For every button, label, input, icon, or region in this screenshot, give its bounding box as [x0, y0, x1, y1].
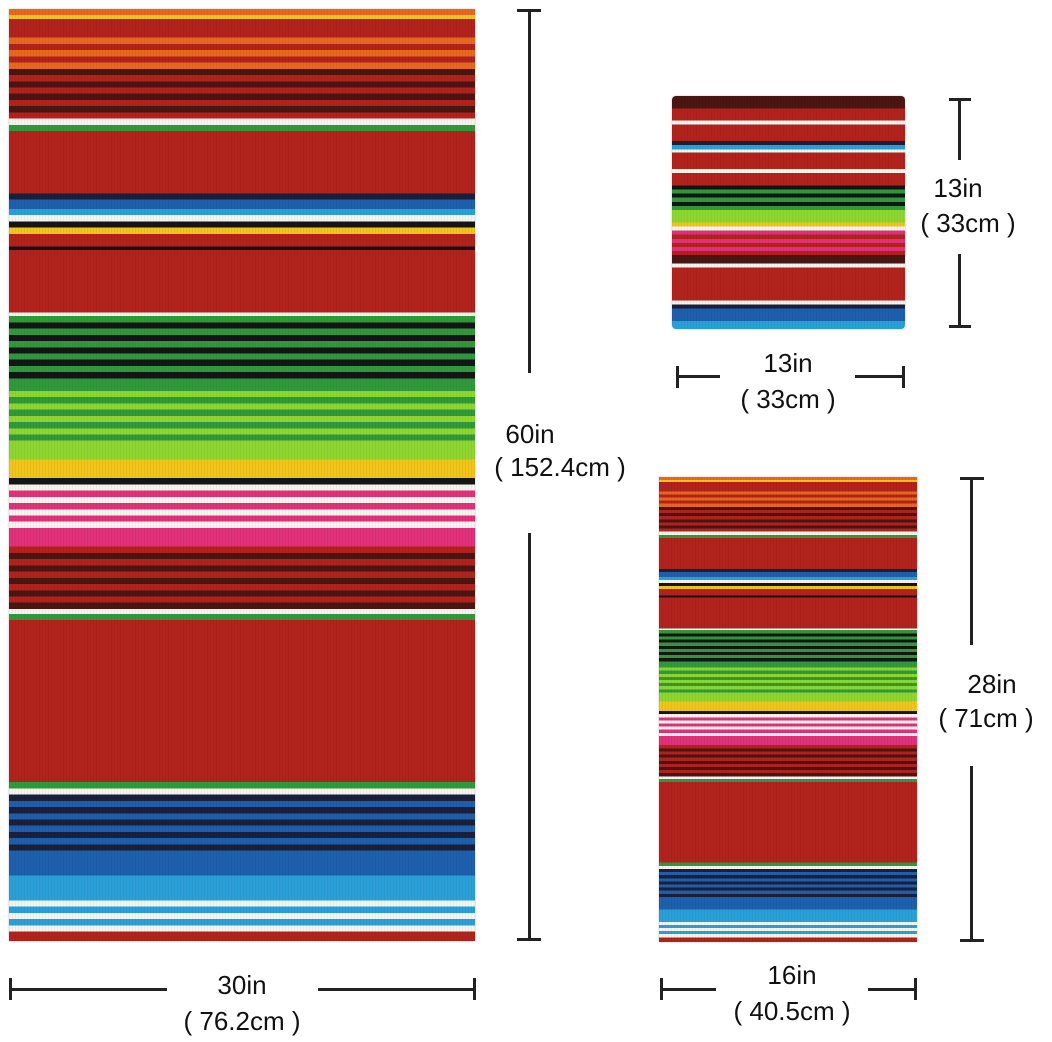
hand-width-cap-right	[914, 978, 917, 1000]
hand-width-in-label: 16in	[767, 960, 817, 990]
bath-towel-image	[9, 9, 475, 941]
fabric-texture	[9, 9, 475, 941]
face-height-in-label: 13in	[933, 173, 983, 203]
bath-width-line-left	[9, 988, 167, 991]
face-cloth-image	[672, 96, 905, 329]
face-width-line-right	[855, 375, 905, 378]
bath-height-cap-bottom	[517, 938, 541, 941]
fabric-texture	[672, 96, 905, 329]
bath-height-line-bottom	[528, 533, 531, 941]
bath-height-cm-label: ( 152.4cm )	[494, 452, 626, 482]
bath-width-cm-label: ( 76.2cm )	[183, 1006, 301, 1036]
face-width-in-label: 13in	[763, 348, 813, 378]
hand-height-line-bottom	[970, 766, 973, 942]
bath-height-line-top	[528, 9, 531, 373]
face-width-line-left	[676, 375, 720, 378]
face-width-cm-label: ( 33cm )	[740, 384, 836, 414]
hand-height-cap-bottom	[960, 939, 984, 942]
face-width-cap-right	[902, 366, 905, 388]
fabric-texture	[659, 477, 917, 942]
hand-height-cm-label: ( 71cm )	[938, 703, 1034, 733]
hand-height-line-top	[970, 477, 973, 645]
face-height-cm-label: ( 33cm )	[920, 208, 1016, 238]
bath-width-cap-right	[473, 978, 476, 1000]
bath-height-in-label: 60in	[505, 419, 555, 449]
hand-width-line-left	[660, 988, 716, 991]
hand-width-cm-label: ( 40.5cm )	[733, 996, 851, 1026]
face-height-line-bottom	[958, 254, 961, 328]
hand-width-line-right	[868, 988, 917, 991]
bath-width-in-label: 30in	[217, 970, 267, 1000]
hand-height-in-label: 28in	[967, 669, 1017, 699]
face-height-line-top	[958, 98, 961, 160]
face-height-cap-bottom	[949, 325, 971, 328]
hand-towel-image	[659, 477, 917, 942]
bath-width-line-right	[318, 988, 475, 991]
